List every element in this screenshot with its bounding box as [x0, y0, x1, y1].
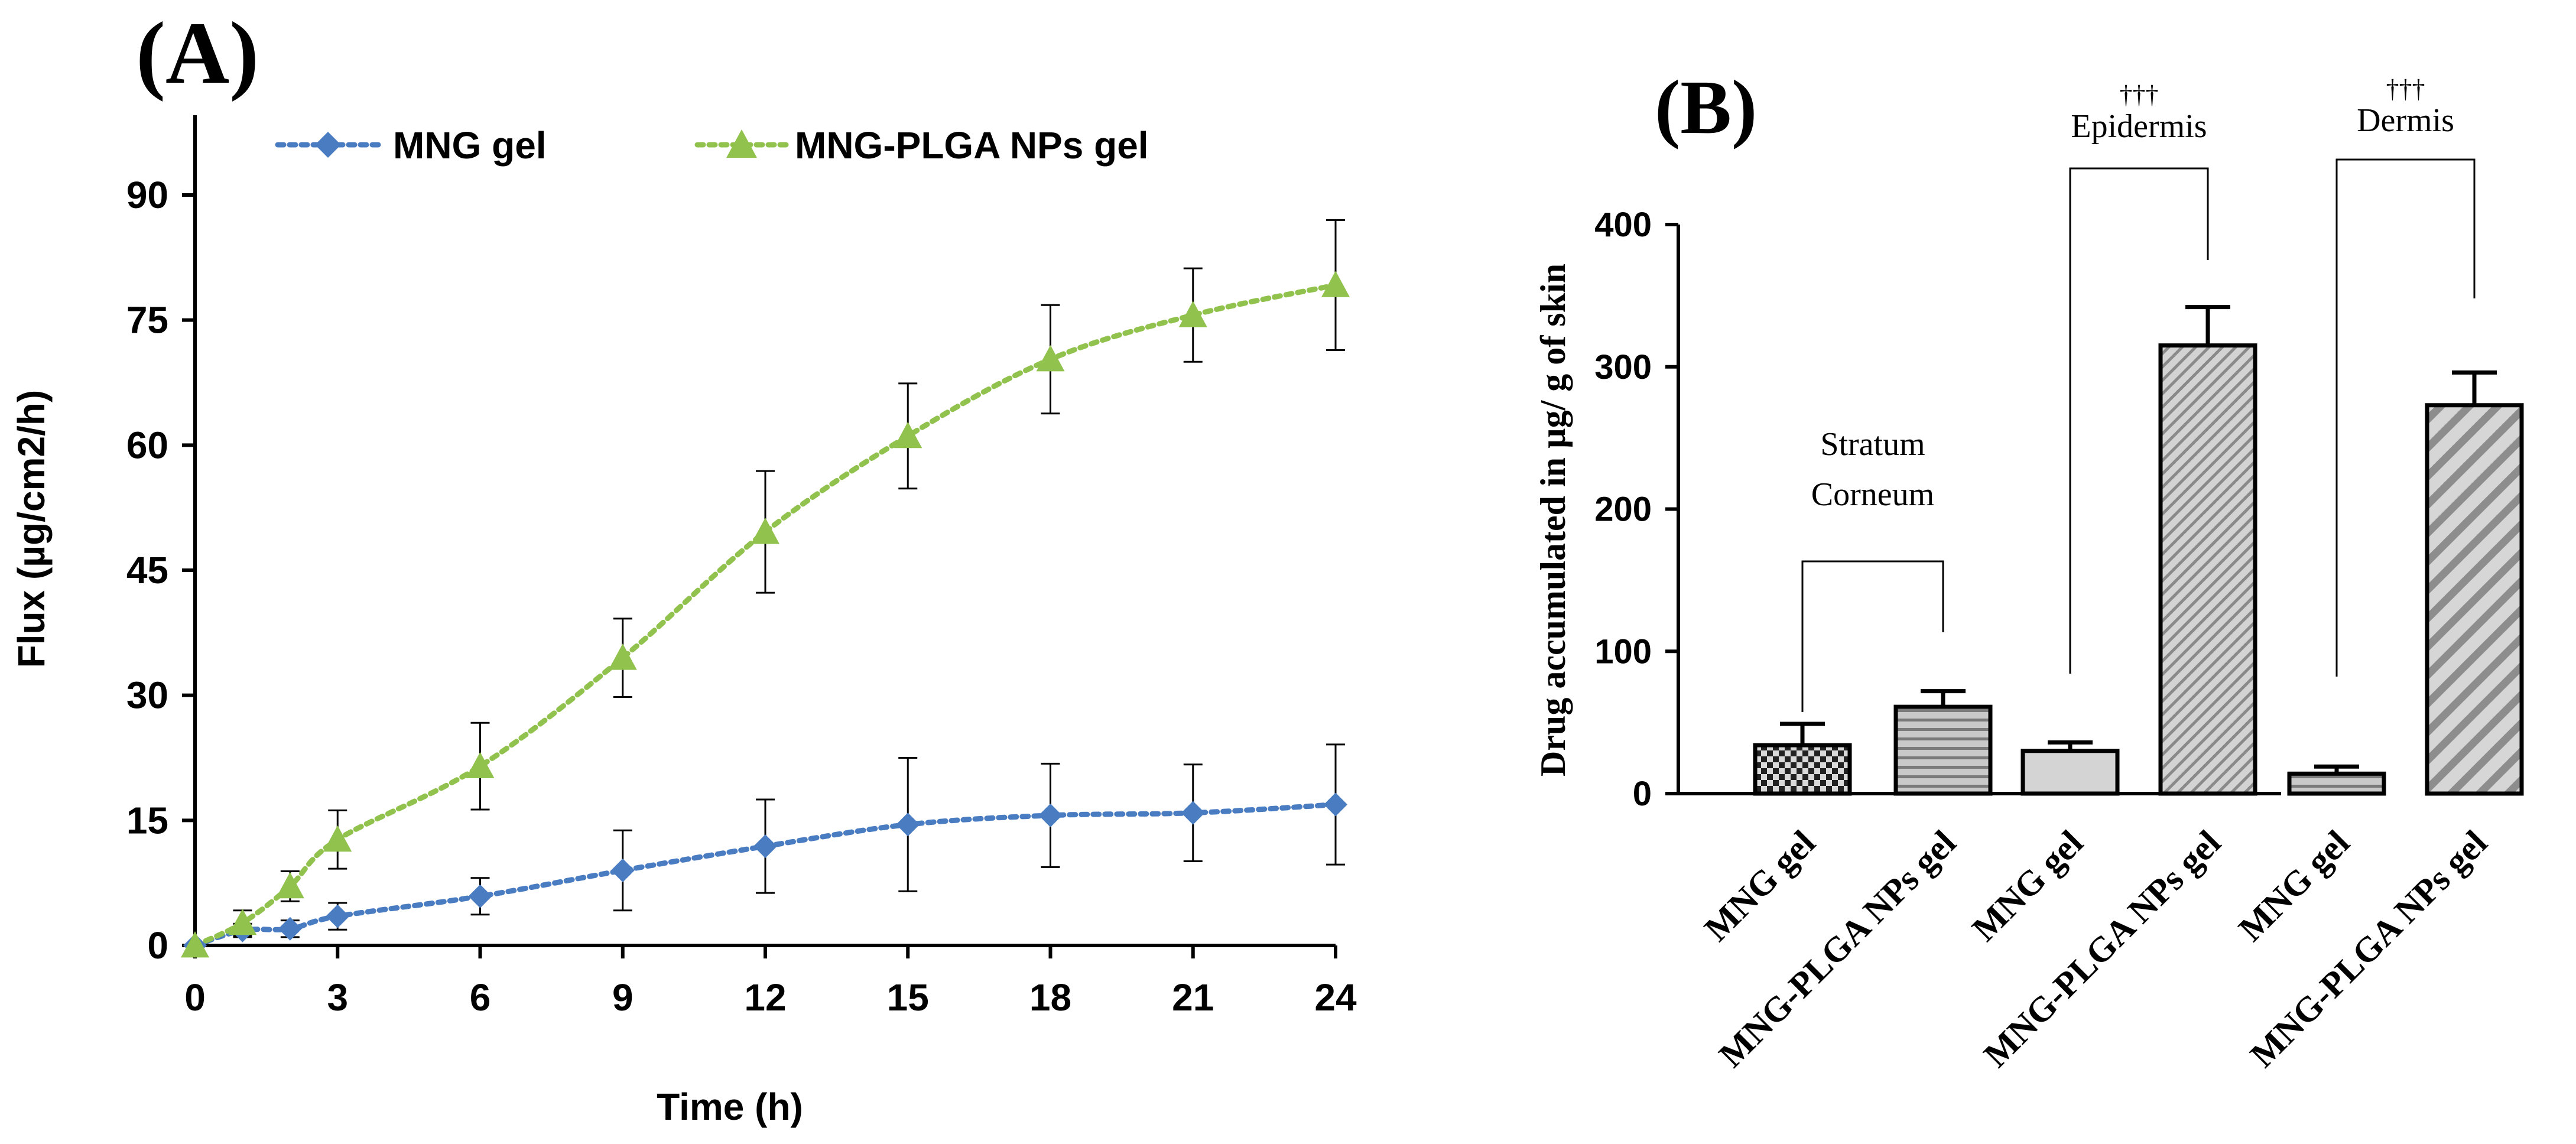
panel-a-x-tick-label: 18	[1029, 976, 1071, 1019]
panel-a-x-title: Time (h)	[657, 1086, 803, 1128]
data-point-mng-gel	[326, 904, 350, 928]
panel-a-x-tick-label: 3	[327, 976, 348, 1019]
category-label-mng-plga-nps-gel: MNG-PLGA NPs gel	[1976, 823, 2228, 1075]
panel-b-label: (B)	[1655, 65, 1757, 150]
legend-marker-mng-plga-nps-gel	[726, 129, 757, 158]
panel-b-ticks: 0 100 200 300 400	[1594, 206, 1678, 813]
legend-label-mng-plga-nps-gel: MNG-PLGA NPs gel	[795, 124, 1149, 167]
panel-b-y-tick-label: 200	[1594, 490, 1652, 529]
bar-mng-plga-nps-gel	[1893, 704, 1993, 796]
panel-a-x-tick-label: 0	[184, 976, 206, 1019]
data-point-mng-plga-nps-gel	[275, 872, 304, 899]
data-point-mng-gel	[1181, 801, 1205, 825]
data-point-mng-gel	[753, 834, 777, 859]
group-label-epidermis: Epidermis	[2071, 108, 2207, 145]
category-label-mng-plga-nps-gel: MNG-PLGA NPs gel	[2243, 823, 2494, 1075]
bar-mng-plga-nps-gel	[2425, 403, 2524, 796]
panel-a-x-tick-label: 15	[887, 976, 929, 1019]
data-point-mng-gel	[278, 916, 302, 941]
panel-a-x-tick-label: 9	[612, 976, 634, 1019]
panel-a-label: (A)	[136, 4, 259, 102]
panel-b-y-tick-label: 400	[1594, 206, 1652, 244]
group-bracket-1	[1801, 560, 1944, 712]
category-label-mng-gel: MNG gel	[2231, 823, 2357, 949]
panel-a-x-tick-label: 12	[744, 976, 786, 1019]
group-bracket-2	[2069, 167, 2209, 674]
group-label-dermis: Dermis	[2357, 102, 2454, 139]
legend-marker-mng-gel	[315, 132, 341, 158]
bar-mng-gel	[1753, 743, 1852, 796]
panel-a-y-tick-label: 90	[126, 174, 168, 216]
data-point-mng-gel	[1324, 792, 1347, 817]
data-point-mng-plga-nps-gel	[323, 825, 352, 852]
group-bracket-3	[2335, 158, 2476, 677]
data-point-mng-plga-nps-gel	[608, 644, 637, 670]
panel-b-y-title: Drug accumulated in µg/ g of skin	[1534, 264, 1573, 776]
panel-a-y-tick-label: 45	[126, 549, 168, 592]
panel-a-y-tick-label: 30	[126, 674, 168, 717]
panel-a-x-tick-label: 21	[1172, 976, 1214, 1019]
panel-b-bars	[1753, 343, 2524, 796]
panel-a-markers	[181, 271, 1350, 958]
panel-b-error-bars	[1780, 305, 2497, 774]
bar-mng-plga-nps-gel	[2158, 343, 2257, 796]
significance-marker: †††	[2386, 74, 2425, 103]
panel-a-y-tick-label: 15	[126, 799, 168, 841]
data-point-mng-plga-nps-gel	[751, 518, 779, 544]
panel-a-legend: MNG gel MNG-PLGA NPs gel	[275, 124, 1149, 167]
data-point-mng-plga-nps-gel	[181, 931, 209, 958]
data-point-mng-plga-nps-gel	[894, 421, 922, 448]
category-label-mng-gel: MNG gel	[1697, 823, 1823, 949]
data-point-mng-gel	[896, 812, 920, 837]
panel-a-y-title: Flux (µg/cm2/h)	[10, 390, 53, 668]
panel-a-y-tick-label: 60	[126, 424, 168, 466]
panel-b-y-tick-label: 300	[1594, 348, 1652, 386]
category-label-mng-plga-nps-gel: MNG-PLGA NPs gel	[1711, 823, 1963, 1075]
series-line-mng-plga-nps-gel	[192, 282, 1339, 948]
group-label-stratum: Stratum	[1820, 426, 1925, 463]
data-point-mng-gel	[1038, 803, 1063, 827]
panel-b-y-tick-label: 100	[1594, 632, 1652, 671]
data-point-mng-plga-nps-gel	[1036, 344, 1065, 372]
data-point-mng-plga-nps-gel	[1321, 271, 1350, 297]
panel-b: (B) 0 100 200 300 400 Stratum Corneum Epidermi…	[1534, 65, 2524, 1075]
panel-a: (A) 0 15 30 45 60 75 90 0 3 6 9 12 15 18 21 24 Time (h)…	[10, 4, 1357, 1128]
significance-marker: †††	[2120, 80, 2159, 109]
panel-a-ticks: 0 15 30 45 60 75 90 0 3 6 9 12 15 18 21 24	[126, 174, 1357, 1019]
panel-b-y-tick-label: 0	[1633, 775, 1652, 813]
panel-a-x-tick-label: 6	[470, 976, 491, 1019]
category-label-mng-gel: MNG gel	[1964, 823, 2090, 949]
data-point-mng-gel	[610, 859, 635, 882]
group-label-corneum: Corneum	[1811, 476, 1934, 513]
data-point-mng-plga-nps-gel	[466, 752, 495, 779]
bar-mng-gel	[2287, 771, 2386, 796]
panel-a-x-tick-label: 24	[1314, 976, 1357, 1019]
legend-label-mng-gel: MNG gel	[393, 124, 547, 167]
data-point-mng-plga-nps-gel	[1178, 301, 1207, 327]
panel-a-y-tick-label: 0	[147, 924, 168, 967]
data-point-mng-gel	[468, 884, 492, 908]
bar-mng-gel	[2020, 749, 2120, 796]
panel-a-error-bars	[233, 219, 1345, 938]
panel-a-y-tick-label: 75	[126, 299, 168, 342]
data-point-mng-plga-nps-gel	[228, 908, 257, 935]
